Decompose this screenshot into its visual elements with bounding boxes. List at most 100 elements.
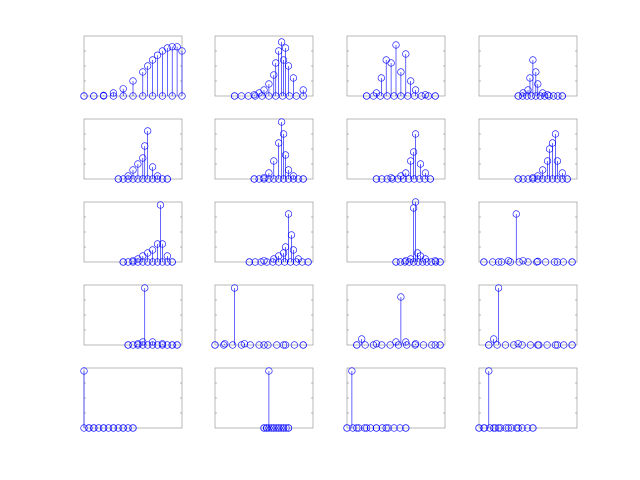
stem-marker <box>284 166 293 174</box>
baseline-marker <box>403 341 411 349</box>
baseline-marker <box>80 424 88 432</box>
baseline-marker <box>158 341 166 349</box>
stem-marker <box>412 340 420 348</box>
stem-marker <box>512 210 520 218</box>
baseline-marker <box>418 258 427 266</box>
baseline-marker <box>267 424 275 432</box>
baseline-marker <box>139 175 147 183</box>
baseline-marker <box>298 258 306 266</box>
axes-frame <box>346 118 446 180</box>
baseline-marker <box>414 258 422 266</box>
baseline-marker <box>518 424 526 432</box>
baseline-marker <box>390 424 398 432</box>
stem-marker <box>363 424 371 432</box>
baseline-marker <box>355 424 363 432</box>
stem-marker <box>431 257 439 265</box>
stem-marker <box>139 154 147 162</box>
stem-marker <box>490 335 498 343</box>
stem-marker <box>250 91 258 99</box>
baseline-marker <box>80 92 88 100</box>
baseline-marker <box>431 92 439 100</box>
stem-marker <box>529 56 537 64</box>
axes-frame <box>478 284 578 346</box>
baseline-marker <box>260 175 268 183</box>
baseline-marker <box>264 341 272 349</box>
baseline-marker <box>280 258 289 266</box>
baseline-marker <box>163 258 171 266</box>
baseline-marker <box>353 341 361 349</box>
stem-marker <box>141 284 149 292</box>
baseline-marker <box>124 175 132 183</box>
stem-marker <box>412 130 420 138</box>
stem-marker <box>284 210 293 218</box>
baseline-marker <box>372 424 381 432</box>
baseline-marker <box>139 341 147 349</box>
stem-marker <box>543 91 552 99</box>
baseline-marker <box>129 341 137 349</box>
baseline-marker <box>402 424 410 432</box>
baseline-marker <box>262 424 271 432</box>
baseline-marker <box>144 258 152 266</box>
stem-marker <box>407 157 415 165</box>
baseline-marker <box>265 175 273 183</box>
baseline-marker <box>129 175 137 183</box>
baseline-marker <box>396 258 405 266</box>
stem-marker <box>144 127 152 135</box>
stem-marker <box>272 59 280 67</box>
baseline-marker <box>480 258 488 266</box>
baseline-marker <box>436 258 444 266</box>
baseline-marker <box>378 341 386 349</box>
stem-marker <box>387 174 395 182</box>
stem-marker <box>421 91 430 99</box>
axes-frame <box>83 118 183 180</box>
baseline-marker <box>220 341 228 349</box>
stem-marker <box>545 145 554 153</box>
stem-marker <box>514 340 522 348</box>
axes-frame <box>214 118 314 180</box>
baseline-marker <box>532 92 540 100</box>
subplot-2 <box>214 35 314 100</box>
baseline-marker <box>280 424 288 432</box>
baseline-marker <box>275 258 283 266</box>
baseline-marker <box>114 175 122 183</box>
baseline-marker <box>533 258 541 266</box>
subplot-1 <box>80 35 186 100</box>
baseline-marker <box>292 258 300 266</box>
baseline-marker <box>119 424 127 432</box>
baseline-marker <box>427 258 435 266</box>
baseline-marker <box>275 424 283 432</box>
stem-marker <box>495 284 503 292</box>
axes-frame <box>478 118 578 180</box>
stem-marker <box>173 43 181 51</box>
stem-marker <box>548 139 557 147</box>
baseline-marker <box>384 424 392 432</box>
baseline-marker <box>251 258 259 266</box>
baseline-marker <box>369 341 378 349</box>
baseline-marker <box>405 175 413 183</box>
stem-marker <box>553 258 562 266</box>
stem-marker <box>240 340 248 348</box>
stem-marker <box>139 68 147 76</box>
baseline-marker <box>550 258 559 266</box>
stem-marker <box>412 198 420 206</box>
baseline-marker <box>149 92 157 100</box>
baseline-marker <box>502 424 510 432</box>
stem-marker <box>558 169 566 177</box>
subplot-20 <box>475 367 578 432</box>
baseline-marker <box>134 258 142 266</box>
baseline-marker <box>419 341 428 349</box>
baseline-marker <box>513 424 521 432</box>
baseline-marker <box>257 258 265 266</box>
baseline-marker <box>401 258 409 266</box>
stem-marker <box>149 246 157 254</box>
baseline-marker <box>119 92 127 100</box>
baseline-marker <box>523 424 532 432</box>
baseline-marker <box>372 175 381 183</box>
baseline-marker <box>497 258 506 266</box>
baseline-marker <box>489 258 497 266</box>
baseline-marker <box>99 92 108 100</box>
stem-marker <box>382 424 390 432</box>
baseline-marker <box>545 92 553 100</box>
stem-marker <box>504 424 513 432</box>
axes-frame <box>214 35 314 97</box>
